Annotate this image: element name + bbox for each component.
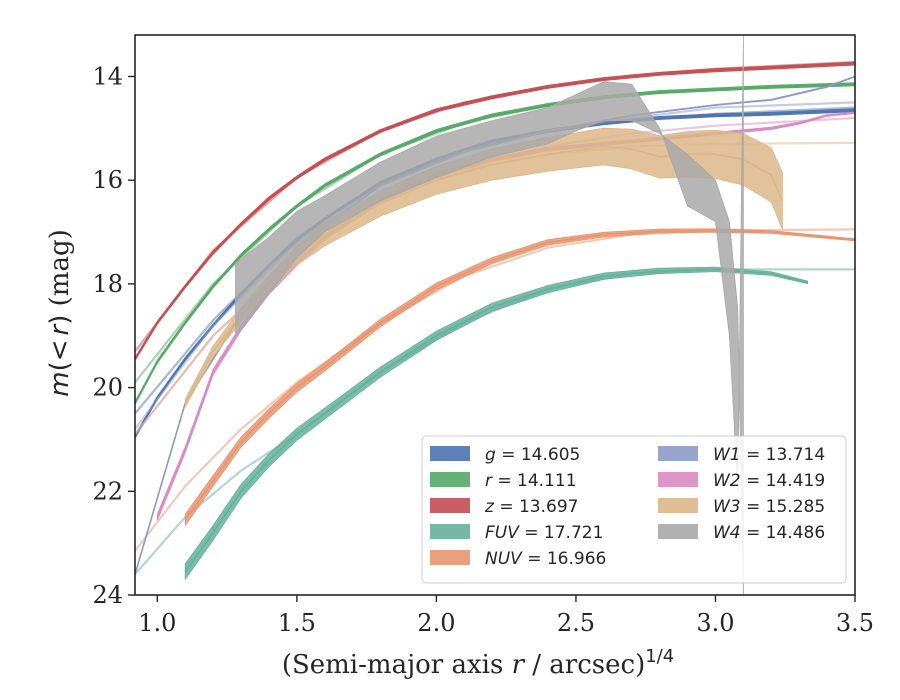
- legend-item-w1: W1 = 13.714: [658, 445, 825, 465]
- x-axis-label: (Semi-major axis r / arcsec)1/4: [282, 646, 674, 680]
- series-nuv: [135, 228, 855, 552]
- legend-label: W3 = 15.285: [713, 497, 825, 517]
- x-tick-label: 2.0: [417, 609, 455, 637]
- legend-item-g: g = 14.605: [430, 445, 580, 465]
- x-tick-label: 1.5: [278, 609, 316, 637]
- legend-frame: [421, 435, 847, 584]
- legend-label: z = 13.697: [484, 497, 578, 517]
- legend: g = 14.605 r = 14.111 z = 13.697 FUV = 17.7…: [421, 435, 847, 584]
- legend-swatch: [658, 498, 698, 513]
- legend-item-w4: W4 = 14.486: [658, 523, 825, 543]
- series-r: [135, 82, 855, 405]
- x-axis-ticks: 1.0 1.5 2.0 2.5 3.0 3.5: [138, 595, 874, 637]
- legend-label: W4 = 14.486: [713, 523, 825, 543]
- legend-label: r = 14.111: [485, 471, 577, 491]
- band-nuv: [184, 228, 855, 527]
- y-tick-label: 14: [92, 62, 123, 90]
- band-z: [135, 61, 855, 362]
- x-tick-label: 1.0: [138, 609, 176, 637]
- legend-label: NUV = 16.966: [485, 549, 606, 569]
- plot-frame: [134, 34, 856, 596]
- series-w4: [235, 35, 744, 595]
- y-tick-label: 18: [92, 270, 123, 298]
- legend-label: W2 = 14.419: [713, 471, 825, 491]
- legend-swatch: [658, 524, 698, 539]
- y-tick-label: 24: [92, 581, 123, 609]
- legend-label: g = 14.605: [485, 445, 580, 465]
- x-tick-label: 3.0: [696, 609, 734, 637]
- legend-swatch: [658, 472, 698, 487]
- legend-label: W1 = 13.714: [713, 445, 825, 465]
- legend-swatch: [658, 446, 698, 461]
- y-tick-label: 16: [92, 166, 123, 194]
- legend-swatch: [430, 550, 470, 565]
- legend-swatch: [430, 472, 470, 487]
- legend-item-z: z = 13.697: [430, 497, 578, 517]
- y-axis-ticks: 14 16 18 20 22 24: [92, 62, 135, 609]
- y-tick-label: 20: [92, 374, 123, 402]
- legend-swatch: [430, 498, 470, 513]
- band-fuv: [184, 266, 808, 581]
- legend-item-nuv: NUV = 16.966: [430, 549, 606, 569]
- x-tick-label: 3.5: [836, 609, 874, 637]
- legend-label: FUV = 17.721: [485, 523, 603, 543]
- y-axis-label: m(<r) (mag): [45, 229, 75, 397]
- legend-item-w3: W3 = 15.285: [658, 497, 825, 517]
- x-tick-label: 2.5: [557, 609, 595, 637]
- profile-line-z: [135, 62, 855, 360]
- legend-item-r: r = 14.111: [430, 471, 577, 491]
- band-w4: [235, 35, 744, 595]
- profile-line-fuv: [184, 268, 808, 573]
- x-axis-label-exponent: 1/4: [645, 646, 674, 667]
- legend-swatch: [430, 446, 470, 461]
- legend-item-fuv: FUV = 17.721: [430, 523, 603, 543]
- legend-swatch: [430, 524, 470, 539]
- series-fuv: [135, 266, 855, 581]
- series-layer: [135, 35, 855, 595]
- series-z: [135, 60, 855, 362]
- legend-item-w2: W2 = 14.419: [658, 471, 825, 491]
- profile-line-nuv: [184, 229, 855, 521]
- band-r: [135, 82, 855, 405]
- y-tick-label: 22: [92, 477, 123, 505]
- profile-line-r: [135, 83, 855, 404]
